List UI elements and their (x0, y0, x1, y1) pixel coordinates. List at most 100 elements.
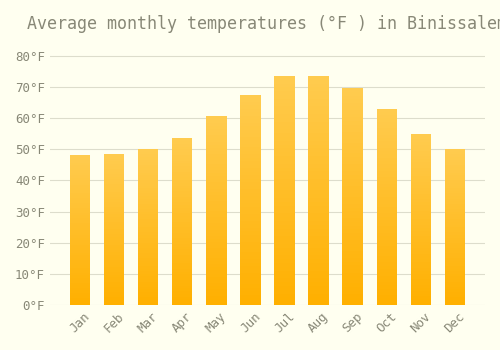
Bar (445, 201, 465, 204)
Bar (104, 169, 124, 171)
Bar (308, 156, 329, 160)
Bar (138, 198, 158, 201)
Bar (206, 264, 227, 267)
Bar (206, 195, 227, 198)
Bar (206, 286, 227, 289)
Bar (138, 264, 158, 266)
Bar (70, 293, 90, 295)
Bar (308, 76, 329, 305)
Bar (240, 228, 260, 231)
Bar (274, 137, 294, 141)
Bar (342, 265, 363, 269)
Bar (445, 193, 465, 196)
Bar (104, 204, 124, 207)
Bar (70, 163, 90, 166)
Bar (240, 172, 260, 175)
Bar (240, 242, 260, 245)
Bar (308, 126, 329, 130)
Bar (376, 233, 397, 236)
Bar (172, 188, 193, 191)
Bar (308, 278, 329, 282)
Bar (172, 194, 193, 197)
Bar (138, 282, 158, 284)
Bar (206, 201, 227, 204)
Bar (240, 94, 260, 305)
Bar (308, 130, 329, 133)
Bar (376, 236, 397, 240)
Bar (104, 217, 124, 219)
Bar (104, 282, 124, 285)
Bar (376, 122, 397, 125)
Bar (376, 226, 397, 230)
Bar (410, 237, 431, 239)
Bar (240, 158, 260, 161)
Bar (138, 149, 158, 152)
Bar (274, 88, 294, 91)
Bar (104, 154, 124, 156)
Bar (104, 275, 124, 277)
Bar (410, 291, 431, 294)
Bar (240, 270, 260, 273)
Bar (172, 197, 193, 199)
Bar (376, 171, 397, 174)
Bar (445, 245, 465, 248)
Bar (104, 230, 124, 232)
Bar (342, 218, 363, 222)
Bar (376, 141, 397, 145)
Bar (274, 175, 294, 179)
Bar (172, 302, 193, 305)
Bar (206, 220, 227, 223)
Bar (342, 114, 363, 117)
Bar (70, 155, 90, 305)
Bar (410, 242, 431, 245)
Bar (308, 137, 329, 141)
Bar (274, 152, 294, 156)
Bar (274, 206, 294, 210)
Bar (410, 208, 431, 211)
Bar (410, 156, 431, 159)
Bar (138, 289, 158, 292)
Bar (410, 202, 431, 205)
Bar (274, 164, 294, 168)
Bar (410, 219, 431, 222)
Bar (70, 166, 90, 168)
Bar (308, 168, 329, 172)
Bar (376, 250, 397, 253)
Bar (104, 245, 124, 247)
Bar (342, 106, 363, 110)
Bar (274, 141, 294, 145)
Bar (274, 126, 294, 130)
Bar (104, 176, 124, 179)
Bar (445, 209, 465, 211)
Bar (274, 290, 294, 294)
Bar (70, 280, 90, 282)
Bar (172, 250, 193, 252)
Bar (308, 187, 329, 190)
Bar (274, 282, 294, 286)
Bar (308, 271, 329, 274)
Bar (308, 114, 329, 118)
Bar (240, 186, 260, 189)
Bar (138, 287, 158, 289)
Bar (138, 302, 158, 305)
Bar (308, 263, 329, 267)
Bar (410, 165, 431, 168)
Bar (308, 294, 329, 298)
Bar (376, 168, 397, 171)
Bar (104, 154, 124, 305)
Bar (410, 276, 431, 279)
Bar (240, 291, 260, 294)
Bar (274, 298, 294, 301)
Bar (70, 180, 90, 183)
Bar (410, 216, 431, 219)
Bar (70, 218, 90, 220)
Bar (138, 224, 158, 227)
Bar (410, 279, 431, 282)
Bar (70, 265, 90, 268)
Bar (376, 132, 397, 135)
Bar (206, 163, 227, 167)
Bar (376, 115, 397, 119)
Bar (240, 284, 260, 287)
Bar (70, 240, 90, 243)
Bar (206, 255, 227, 258)
